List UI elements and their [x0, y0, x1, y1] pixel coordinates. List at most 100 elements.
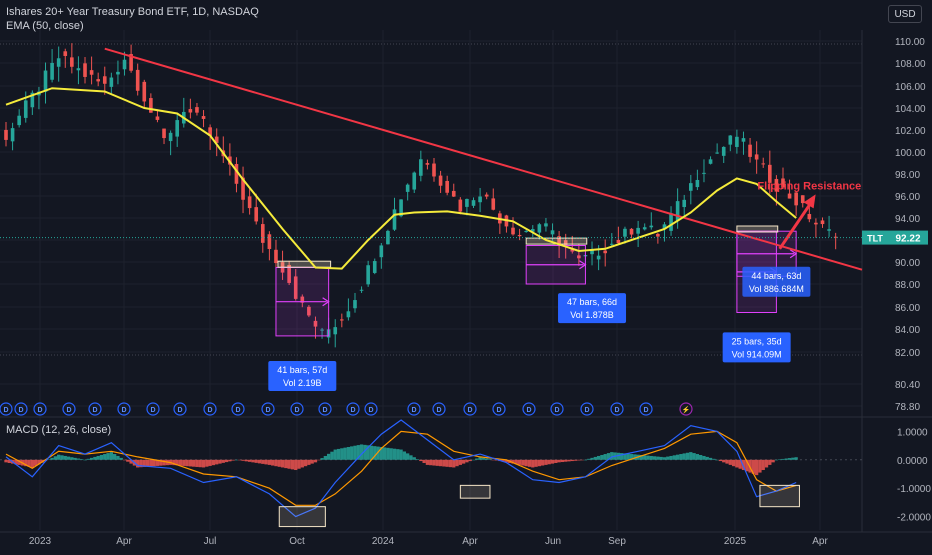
- candle-body[interactable]: [682, 199, 687, 208]
- candle-body[interactable]: [570, 249, 575, 252]
- candles[interactable]: [4, 43, 838, 348]
- dividend-icon[interactable]: [62, 402, 76, 416]
- candle-body[interactable]: [195, 107, 199, 113]
- candle-body[interactable]: [557, 236, 561, 245]
- dividend-icon[interactable]: [231, 402, 245, 416]
- dividend-icon[interactable]: [117, 402, 131, 416]
- dividend-icon[interactable]: [14, 402, 28, 416]
- candle-body[interactable]: [807, 214, 812, 220]
- candle-body[interactable]: [445, 180, 449, 193]
- resistance-trendline[interactable]: [104, 47, 863, 271]
- candle-body[interactable]: [260, 224, 265, 243]
- candle-body[interactable]: [623, 228, 627, 237]
- candle-body[interactable]: [353, 300, 357, 309]
- candle-body[interactable]: [675, 201, 680, 221]
- candle-body[interactable]: [30, 92, 35, 108]
- candle-body[interactable]: [438, 175, 443, 186]
- dividend-icon[interactable]: [364, 402, 378, 416]
- candle-body[interactable]: [596, 255, 601, 260]
- candle-body[interactable]: [333, 327, 338, 335]
- candle-body[interactable]: [122, 59, 127, 70]
- macd-pane[interactable]: [4, 419, 800, 528]
- candle-body[interactable]: [142, 81, 147, 102]
- candle-body[interactable]: [366, 265, 370, 285]
- candle-body[interactable]: [287, 264, 291, 283]
- candle-body[interactable]: [616, 239, 621, 244]
- dividend-icon[interactable]: [88, 402, 102, 416]
- candle-body[interactable]: [636, 227, 640, 234]
- candle-body[interactable]: [458, 199, 463, 212]
- candle-body[interactable]: [129, 54, 133, 71]
- dividend-icon[interactable]: [146, 402, 160, 416]
- dividend-icon[interactable]: [522, 402, 536, 416]
- candle-body[interactable]: [399, 199, 403, 217]
- candle-body[interactable]: [465, 198, 469, 207]
- dividend-icon[interactable]: [0, 402, 13, 416]
- candle-body[interactable]: [267, 234, 272, 249]
- dividend-icon[interactable]: [432, 402, 446, 416]
- candle-body[interactable]: [787, 193, 792, 199]
- candle-body[interactable]: [359, 289, 364, 291]
- dividend-markers[interactable]: D D D D D D D D D D D D D D D D D D D D D D D D ⚡: [0, 402, 693, 416]
- candle-body[interactable]: [609, 243, 614, 245]
- candle-body[interactable]: [379, 245, 384, 258]
- candle-body[interactable]: [405, 184, 410, 192]
- candle-body[interactable]: [254, 207, 259, 222]
- candle-body[interactable]: [741, 138, 746, 142]
- dividend-icon[interactable]: [463, 402, 477, 416]
- candle-body[interactable]: [629, 228, 634, 235]
- candle-body[interactable]: [721, 146, 726, 156]
- candle-body[interactable]: [175, 120, 180, 137]
- candle-body[interactable]: [484, 194, 489, 197]
- candle-body[interactable]: [800, 195, 805, 204]
- dividend-icon[interactable]: [610, 402, 624, 416]
- candle-body[interactable]: [392, 209, 397, 230]
- candle-body[interactable]: [162, 128, 166, 139]
- candle-body[interactable]: [728, 135, 733, 145]
- candle-body[interactable]: [83, 63, 87, 77]
- dividend-icon[interactable]: [203, 402, 217, 416]
- candle-body[interactable]: [109, 77, 114, 87]
- macd-indicator-label[interactable]: MACD (12, 26, close): [6, 424, 112, 436]
- candle-body[interactable]: [827, 229, 831, 231]
- candle-body[interactable]: [708, 159, 713, 164]
- dividend-icon[interactable]: [639, 402, 653, 416]
- candle-body[interactable]: [748, 144, 752, 157]
- candle-body[interactable]: [451, 190, 456, 197]
- candle-body[interactable]: [155, 116, 160, 120]
- candle-body[interactable]: [768, 164, 772, 183]
- candle-body[interactable]: [300, 296, 305, 303]
- earnings-icon[interactable]: [679, 402, 693, 416]
- candle-body[interactable]: [241, 177, 245, 200]
- candle-body[interactable]: [10, 128, 15, 142]
- dividend-icon[interactable]: [173, 402, 187, 416]
- dividend-icon[interactable]: [492, 402, 506, 416]
- dividend-icon[interactable]: [550, 402, 564, 416]
- dividend-icon[interactable]: [407, 402, 421, 416]
- candle-body[interactable]: [63, 51, 68, 56]
- candle-body[interactable]: [50, 62, 54, 80]
- candle-body[interactable]: [340, 319, 344, 321]
- macd-signal-line[interactable]: [5, 430, 797, 506]
- candle-body[interactable]: [774, 178, 779, 192]
- candle-body[interactable]: [4, 129, 8, 140]
- candle-body[interactable]: [511, 227, 515, 235]
- candle-body[interactable]: [702, 172, 706, 174]
- candle-body[interactable]: [544, 223, 548, 227]
- candle-body[interactable]: [656, 233, 660, 237]
- candle-body[interactable]: [642, 227, 647, 230]
- candle-body[interactable]: [89, 70, 94, 75]
- candle-body[interactable]: [70, 57, 74, 67]
- candle-body[interactable]: [590, 249, 594, 255]
- candle-body[interactable]: [794, 192, 798, 206]
- candle-body[interactable]: [247, 196, 252, 209]
- candle-body[interactable]: [188, 109, 193, 113]
- candle-body[interactable]: [23, 100, 28, 118]
- candle-body[interactable]: [603, 250, 608, 254]
- candle-body[interactable]: [214, 136, 219, 143]
- candle-body[interactable]: [313, 320, 318, 327]
- candle-body[interactable]: [649, 225, 654, 228]
- candle-body[interactable]: [43, 70, 48, 92]
- dividend-icon[interactable]: [33, 402, 47, 416]
- candle-body[interactable]: [524, 231, 528, 233]
